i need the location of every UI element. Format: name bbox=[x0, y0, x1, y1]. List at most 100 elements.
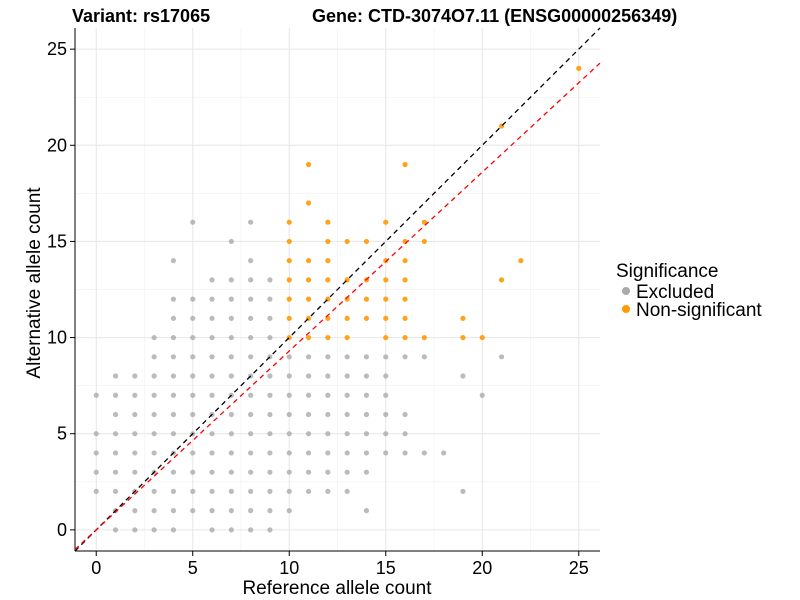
point-excluded bbox=[170, 354, 177, 360]
point-non-significant bbox=[286, 258, 292, 264]
point-excluded bbox=[402, 431, 408, 437]
point-non-significant bbox=[576, 65, 582, 71]
point-excluded bbox=[228, 238, 234, 245]
point-excluded bbox=[363, 508, 370, 514]
point-excluded bbox=[383, 354, 389, 360]
grid bbox=[75, 28, 600, 551]
point-excluded bbox=[93, 431, 99, 437]
point-non-significant bbox=[325, 219, 331, 225]
point-excluded bbox=[267, 296, 273, 302]
data-points bbox=[93, 65, 582, 533]
legend-label-excluded: Excluded bbox=[636, 282, 714, 303]
point-excluded bbox=[344, 488, 350, 494]
point-excluded bbox=[344, 411, 350, 418]
point-excluded bbox=[344, 450, 350, 456]
point-non-significant bbox=[498, 277, 505, 283]
point-excluded bbox=[228, 527, 234, 533]
point-excluded bbox=[305, 450, 312, 456]
point-excluded bbox=[363, 411, 370, 418]
point-excluded bbox=[190, 450, 196, 456]
point-excluded bbox=[209, 334, 215, 341]
point-non-significant bbox=[402, 161, 408, 168]
x-tick-label: 25 bbox=[569, 558, 589, 578]
point-excluded bbox=[228, 411, 234, 418]
point-excluded bbox=[286, 373, 292, 379]
point-excluded bbox=[421, 450, 427, 456]
point-non-significant bbox=[363, 315, 370, 321]
point-non-significant bbox=[286, 296, 292, 302]
point-excluded bbox=[170, 411, 177, 418]
point-excluded bbox=[190, 315, 196, 321]
point-excluded bbox=[170, 508, 177, 514]
point-non-significant bbox=[325, 258, 331, 264]
point-non-significant bbox=[383, 277, 389, 283]
point-excluded bbox=[132, 469, 138, 475]
point-non-significant bbox=[383, 219, 389, 225]
point-excluded bbox=[267, 315, 273, 321]
point-excluded bbox=[267, 431, 273, 437]
point-excluded bbox=[267, 373, 273, 379]
point-excluded bbox=[248, 450, 254, 456]
point-non-significant bbox=[286, 277, 292, 283]
point-excluded bbox=[209, 296, 215, 302]
point-excluded bbox=[132, 527, 138, 533]
point-excluded bbox=[228, 508, 234, 514]
point-excluded bbox=[93, 450, 99, 456]
point-excluded bbox=[170, 488, 177, 494]
legend-label-non-significant: Non-significant bbox=[636, 300, 762, 321]
point-excluded bbox=[248, 277, 254, 283]
point-excluded bbox=[286, 431, 292, 437]
point-excluded bbox=[383, 450, 389, 456]
point-excluded bbox=[267, 277, 273, 283]
point-excluded bbox=[170, 258, 177, 264]
point-excluded bbox=[190, 469, 196, 475]
point-excluded bbox=[441, 450, 447, 456]
point-excluded bbox=[132, 508, 138, 514]
point-excluded bbox=[209, 354, 215, 360]
point-excluded bbox=[286, 354, 292, 360]
chart-title-variant: Variant: rs17065 bbox=[72, 6, 210, 26]
point-non-significant bbox=[402, 334, 408, 341]
point-excluded bbox=[112, 488, 119, 494]
point-excluded bbox=[325, 450, 331, 456]
y-tick-label: 10 bbox=[47, 328, 67, 348]
point-excluded bbox=[305, 354, 312, 360]
point-excluded bbox=[209, 508, 215, 514]
point-excluded bbox=[325, 392, 331, 398]
point-excluded bbox=[209, 373, 215, 379]
point-excluded bbox=[248, 354, 254, 360]
point-excluded bbox=[228, 277, 234, 283]
point-excluded bbox=[305, 488, 312, 494]
point-non-significant bbox=[402, 296, 408, 302]
point-excluded bbox=[344, 469, 350, 475]
point-excluded bbox=[228, 488, 234, 494]
point-excluded bbox=[228, 450, 234, 456]
point-excluded bbox=[190, 296, 196, 302]
point-excluded bbox=[170, 373, 177, 379]
point-excluded bbox=[267, 392, 273, 398]
point-excluded bbox=[267, 488, 273, 494]
point-excluded bbox=[112, 431, 119, 437]
y-axis-title: Alternative allele count bbox=[24, 187, 45, 379]
point-excluded bbox=[190, 508, 196, 514]
point-excluded bbox=[402, 411, 408, 418]
point-excluded bbox=[248, 411, 254, 418]
point-excluded bbox=[112, 450, 119, 456]
point-non-significant bbox=[305, 277, 312, 283]
point-excluded bbox=[286, 469, 292, 475]
point-excluded bbox=[228, 354, 234, 360]
point-excluded bbox=[248, 334, 254, 341]
point-excluded bbox=[344, 373, 350, 379]
point-non-significant bbox=[344, 334, 350, 341]
point-excluded bbox=[267, 527, 273, 533]
point-non-significant bbox=[325, 334, 331, 341]
point-excluded bbox=[151, 373, 157, 379]
legend-swatch-non-significant bbox=[622, 305, 630, 313]
point-excluded bbox=[151, 488, 157, 494]
point-excluded bbox=[190, 373, 196, 379]
point-excluded bbox=[286, 450, 292, 456]
point-excluded bbox=[151, 334, 157, 341]
point-excluded bbox=[132, 373, 138, 379]
point-excluded bbox=[228, 469, 234, 475]
